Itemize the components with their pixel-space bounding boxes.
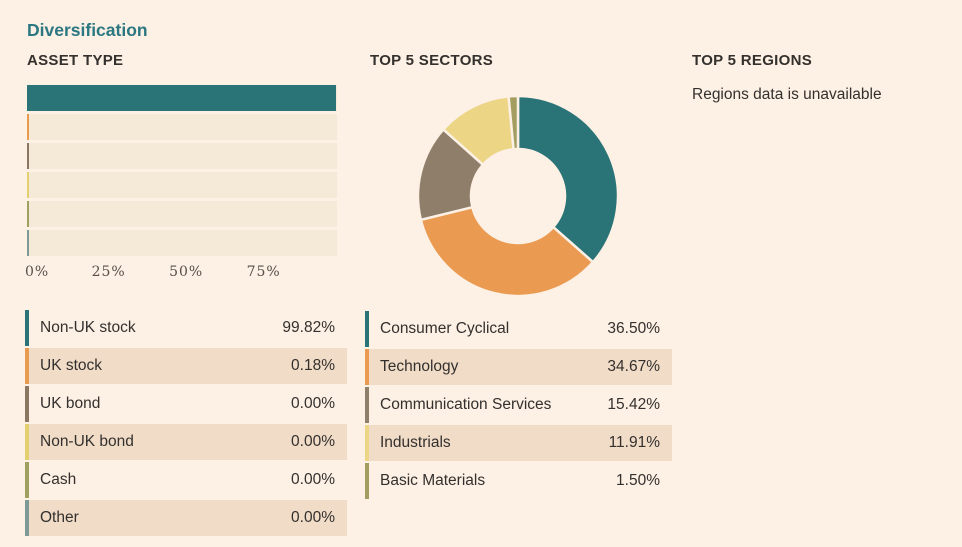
legend-label: UK bond bbox=[40, 395, 101, 412]
top-regions-section: TOP 5 REGIONS Regions data is unavailabl… bbox=[692, 52, 954, 104]
legend-label: Industrials bbox=[380, 434, 451, 451]
top-sectors-legend-table: Consumer Cyclical 36.50% Technology 34.67% C… bbox=[365, 311, 672, 499]
legend-value: 15.42% bbox=[607, 396, 660, 413]
legend-value: 99.82% bbox=[282, 319, 335, 336]
legend-swatch bbox=[365, 425, 369, 461]
axis-tick-label: 0% bbox=[25, 264, 50, 280]
legend-value: 34.67% bbox=[607, 358, 660, 375]
legend-value: 0.00% bbox=[291, 433, 335, 450]
legend-swatch bbox=[25, 424, 29, 460]
donut-slice bbox=[507, 94, 520, 151]
legend-row: Non-UK stock 99.82% bbox=[25, 310, 347, 346]
legend-label: UK stock bbox=[40, 357, 103, 374]
top-sectors-section: TOP 5 SECTORS Consumer Cyclical 36.50% Tec… bbox=[365, 52, 672, 501]
legend-row: Non-UK bond 0.00% bbox=[25, 424, 347, 460]
legend-label: Non-UK stock bbox=[40, 319, 136, 336]
legend-swatch bbox=[25, 462, 29, 498]
sectors-donut-chart bbox=[365, 93, 672, 299]
legend-row: Technology 34.67% bbox=[365, 349, 672, 385]
bar-fill bbox=[27, 143, 29, 169]
legend-label: Consumer Cyclical bbox=[380, 320, 510, 337]
bar-fill bbox=[27, 201, 29, 227]
legend-row: UK bond 0.00% bbox=[25, 386, 347, 422]
legend-value: 0.00% bbox=[291, 471, 335, 488]
donut-slice bbox=[419, 205, 595, 298]
legend-label: Technology bbox=[380, 358, 459, 375]
asset-type-heading: ASSET TYPE bbox=[27, 52, 124, 69]
legend-swatch bbox=[365, 463, 369, 499]
legend-value: 0.00% bbox=[291, 509, 335, 526]
top-regions-heading: TOP 5 REGIONS bbox=[692, 52, 813, 69]
axis-tick-label: 75% bbox=[246, 264, 281, 280]
legend-label: Communication Services bbox=[380, 396, 552, 413]
asset-type-x-axis: 0% 25% 50% 75% bbox=[25, 264, 335, 284]
bar-row bbox=[27, 143, 337, 169]
legend-row: Cash 0.00% bbox=[25, 462, 347, 498]
legend-label: Basic Materials bbox=[380, 472, 486, 489]
bar-fill bbox=[27, 172, 29, 198]
legend-swatch bbox=[365, 349, 369, 385]
legend-swatch bbox=[25, 348, 29, 384]
legend-row: Communication Services 15.42% bbox=[365, 387, 672, 423]
bar-fill bbox=[27, 230, 29, 256]
legend-value: 1.50% bbox=[616, 472, 660, 489]
top-sectors-heading: TOP 5 SECTORS bbox=[370, 52, 494, 69]
legend-row: Industrials 11.91% bbox=[365, 425, 672, 461]
legend-label: Non-UK bond bbox=[40, 433, 134, 450]
asset-type-bar-chart bbox=[27, 85, 337, 256]
legend-row: Consumer Cyclical 36.50% bbox=[365, 311, 672, 347]
legend-swatch bbox=[365, 311, 369, 347]
asset-type-section: ASSET TYPE 0% 25% 50% 75% Non-UK stock 99.82… bbox=[25, 52, 347, 538]
legend-value: 0.00% bbox=[291, 395, 335, 412]
legend-value: 0.18% bbox=[291, 357, 335, 374]
bar-row bbox=[27, 172, 337, 198]
legend-label: Other bbox=[40, 509, 79, 526]
legend-label: Cash bbox=[40, 471, 77, 488]
bar-row bbox=[27, 85, 337, 111]
page-title: Diversification bbox=[27, 20, 148, 40]
legend-row: Basic Materials 1.50% bbox=[365, 463, 672, 499]
legend-row: Other 0.00% bbox=[25, 500, 347, 536]
legend-swatch bbox=[25, 310, 29, 346]
bar-fill bbox=[27, 114, 29, 140]
axis-tick-label: 50% bbox=[169, 264, 204, 280]
asset-type-legend-table: Non-UK stock 99.82% UK stock 0.18% UK bond 0.… bbox=[25, 310, 347, 536]
donut-slice bbox=[516, 94, 620, 264]
legend-swatch bbox=[25, 500, 29, 536]
bar-row bbox=[27, 201, 337, 227]
legend-value: 11.91% bbox=[608, 434, 660, 451]
axis-tick-label: 25% bbox=[91, 264, 126, 280]
legend-swatch bbox=[25, 386, 29, 422]
donut-svg bbox=[416, 94, 620, 298]
bar-row bbox=[27, 114, 337, 140]
legend-row: UK stock 0.18% bbox=[25, 348, 347, 384]
legend-value: 36.50% bbox=[607, 320, 660, 337]
bar-fill bbox=[27, 85, 337, 111]
bar-row bbox=[27, 230, 337, 256]
legend-swatch bbox=[365, 387, 369, 423]
regions-unavailable-message: Regions data is unavailable bbox=[692, 86, 882, 103]
